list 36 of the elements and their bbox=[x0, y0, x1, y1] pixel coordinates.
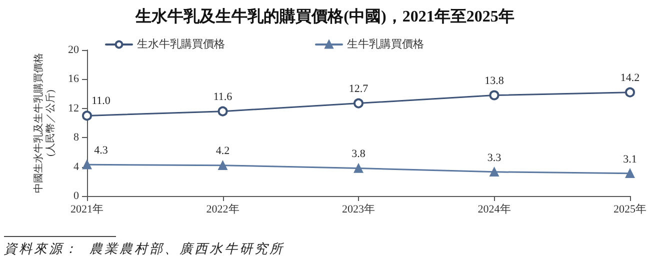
x-tick-label: 2024年 bbox=[478, 204, 511, 216]
x-tick-label: 2021年 bbox=[70, 204, 104, 216]
data-label: 13.8 bbox=[484, 74, 504, 87]
point bbox=[218, 106, 228, 116]
source-note: 資料來源： 農業農村部、廣西水牛研究所 bbox=[4, 240, 284, 258]
point bbox=[489, 90, 500, 100]
data-label: 3.3 bbox=[487, 152, 502, 164]
point bbox=[218, 160, 228, 170]
point bbox=[625, 87, 635, 98]
y-tick-label: 0 bbox=[74, 190, 80, 202]
y-tick-label: 20 bbox=[68, 44, 80, 56]
legend-label: 生水牛乳購買價格 bbox=[137, 38, 225, 50]
y-tick-label: 12 bbox=[68, 102, 79, 114]
data-label: 3.1 bbox=[623, 153, 637, 166]
point bbox=[354, 98, 364, 108]
y-tick-label: 8 bbox=[74, 132, 80, 144]
x-tick-label: 2025年 bbox=[614, 204, 646, 216]
data-label: 11.6 bbox=[213, 90, 233, 103]
point bbox=[490, 167, 499, 177]
point bbox=[625, 168, 635, 178]
point bbox=[82, 110, 92, 121]
point bbox=[82, 160, 92, 170]
data-label: 11.0 bbox=[92, 95, 111, 108]
y-axis-title: 中國生水牛乳及生牛乳購買價格 (人民幣／公斤) bbox=[32, 53, 56, 193]
chart-title: 生水牛乳及生牛乳的購買價格(中國)，2021年至2025年 bbox=[134, 8, 514, 26]
y-tick-label: 4 bbox=[74, 160, 80, 173]
data-label: 3.8 bbox=[352, 148, 366, 160]
legend-label: 生牛乳購買價格 bbox=[347, 38, 424, 50]
data-label: 12.7 bbox=[348, 82, 369, 95]
point bbox=[354, 164, 364, 173]
x-tick-label: 2022年 bbox=[206, 204, 240, 216]
data-label: 4.3 bbox=[94, 144, 108, 157]
y-tick-label: 16 bbox=[68, 73, 80, 86]
data-label: 14.2 bbox=[620, 72, 640, 84]
x-tick-label: 2023年 bbox=[342, 204, 375, 216]
data-label: 4.2 bbox=[216, 145, 230, 158]
